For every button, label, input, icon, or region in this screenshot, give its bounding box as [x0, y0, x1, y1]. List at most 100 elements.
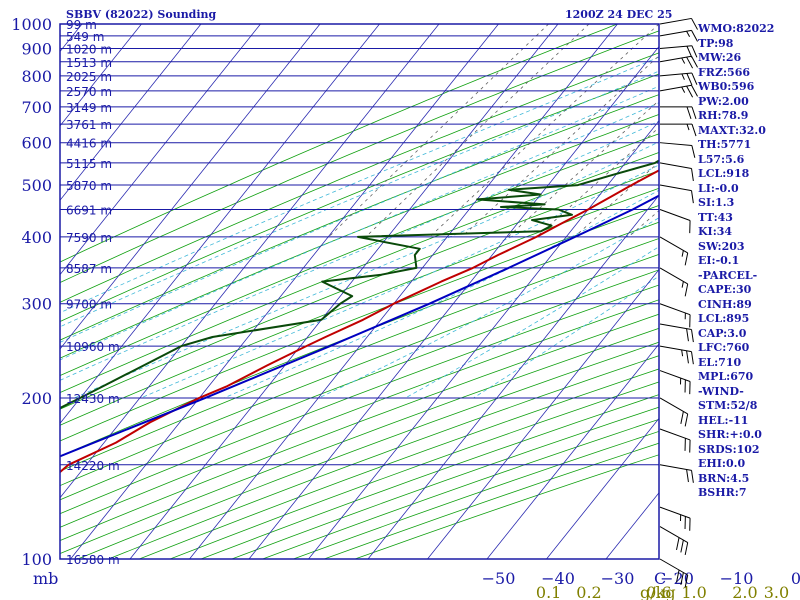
mixing-ratio-tick-label: 0.2	[576, 583, 601, 600]
indices-panel: WMO:82022 TP:98 MW:26 FRZ:566 WB0:596 PW:2.00…	[698, 22, 798, 501]
sounding-time: 1200Z 24 DEC 25	[565, 8, 673, 21]
height-label: 6691 m	[66, 204, 112, 218]
wind-barb	[659, 184, 694, 204]
dry-adiabat	[60, 205, 659, 442]
temperature-tick-label: −10	[720, 569, 754, 588]
series-line	[60, 194, 659, 458]
index-item: MW:26	[698, 51, 742, 64]
mixing-ratio-unit-label: g/kg	[640, 583, 676, 600]
height-label: 12430 m	[66, 392, 120, 406]
mixing-ratio-tick-label: 1.0	[681, 583, 706, 600]
mixing-ratio-tick-label: 0.1	[536, 583, 561, 600]
index-item: MAXT:32.0	[698, 123, 766, 137]
wind-barb	[659, 209, 691, 234]
index-item: MPL:670	[698, 370, 754, 383]
pressure-tick-label: 400	[21, 228, 52, 247]
dry-adiabat	[60, 187, 659, 426]
dry-adiabat	[60, 284, 659, 515]
isotherm	[70, 24, 499, 559]
profile-lines	[60, 159, 659, 474]
dry-adiabat	[60, 269, 659, 501]
index-item: BSHR:7	[698, 486, 747, 499]
wind-barb	[659, 506, 691, 531]
wind-barb	[659, 162, 694, 182]
temperature-tick-label: −50	[482, 569, 516, 588]
wind-barb	[659, 236, 689, 266]
pressure-tick-label: 100	[21, 550, 52, 569]
index-item: WMO:82022	[698, 22, 775, 35]
station-title: SBBV (82022) Sounding	[66, 8, 217, 21]
pressure-tick-label: 300	[21, 295, 52, 314]
index-item: CAP:3.0	[698, 326, 747, 340]
dry-adiabat	[60, 170, 659, 410]
index-item: TH:5771	[698, 138, 752, 151]
dry-adiabat	[60, 299, 659, 528]
index-item: WB0:596	[698, 80, 755, 93]
dry-adiabat	[60, 313, 659, 542]
mixing-ratio-tick-label: 0.6	[646, 583, 671, 600]
pressure-tick-labels: 100 200 300 400 500 600 700 800 900 1000	[11, 15, 52, 569]
pressure-tick-label: 800	[21, 67, 52, 86]
isotherm	[0, 24, 23, 559]
index-item: TT:43	[698, 210, 733, 224]
isotherm	[486, 343, 659, 559]
index-item: LI:-0.0	[698, 181, 739, 195]
height-label: 5870 m	[66, 179, 112, 193]
wind-barb	[659, 464, 694, 483]
isotherm	[546, 417, 659, 559]
pressure-axis-label: mb	[33, 569, 58, 588]
height-label: 7590 m	[66, 231, 112, 245]
wind-barb	[659, 72, 698, 86]
pressure-tick-label: 1000	[11, 15, 52, 34]
pressure-tick-label: 600	[21, 134, 52, 153]
index-item: RH:78.9	[698, 109, 749, 122]
index-item: FRZ:566	[698, 65, 751, 79]
wind-barb	[660, 106, 697, 120]
height-label: 1513 m	[66, 56, 112, 70]
pressure-tick-label: 500	[21, 176, 52, 195]
dry-adiabat	[60, 221, 659, 457]
temperature-tick-label: −30	[601, 569, 635, 588]
series-line	[60, 169, 659, 474]
wind-barb	[659, 558, 689, 588]
index-item: HEL:-11	[698, 413, 749, 427]
height-labels: 16580 m 14220 m 12430 m 10960 m 9700 m 8587 m…	[66, 18, 120, 567]
index-item: LCL:918	[698, 167, 750, 180]
isotherm	[189, 24, 618, 559]
temperature-tick-label: −40	[541, 569, 575, 588]
dry-adiabat	[60, 152, 659, 394]
wind-barb	[659, 323, 694, 343]
index-item: SHR:+:0.0	[698, 428, 762, 441]
moist-adiabat	[74, 141, 659, 399]
wind-barbs	[659, 17, 698, 588]
wind-barb	[659, 267, 689, 297]
index-item: LFC:760	[698, 341, 750, 354]
mixing-ratio-tick-labels: 0.10.20.61.02.03.05.010.020.040.0	[536, 583, 789, 600]
height-label: 2570 m	[66, 85, 112, 99]
wind-barb	[660, 123, 697, 137]
index-item: EHI:0.0	[698, 457, 746, 470]
moist-adiabat	[60, 102, 659, 361]
index-item: SW:203	[698, 239, 745, 253]
index-item: SI:1.3	[698, 196, 735, 209]
plot-frame	[59, 23, 660, 560]
index-item: TP:98	[698, 36, 734, 50]
height-label: 5115 m	[66, 157, 112, 171]
index-item: -PARCEL-	[698, 268, 758, 282]
index-item: STM:52/8	[698, 399, 758, 412]
index-item: CINH:89	[698, 297, 752, 311]
mixing-ratio-line	[328, 24, 549, 238]
wind-barb	[659, 397, 689, 427]
height-label: 14220 m	[66, 459, 120, 473]
wind-barb	[659, 303, 691, 328]
moist-adiabat	[405, 246, 659, 399]
isotherm	[60, 24, 261, 276]
index-item: LCL:895	[698, 312, 750, 325]
height-label: 1020 m	[66, 42, 112, 56]
height-label: 16580 m	[66, 553, 120, 567]
height-label: 549 m	[66, 30, 104, 44]
isotherm	[60, 24, 380, 425]
moist-adiabat	[473, 275, 659, 399]
dry-adiabat	[60, 114, 659, 359]
